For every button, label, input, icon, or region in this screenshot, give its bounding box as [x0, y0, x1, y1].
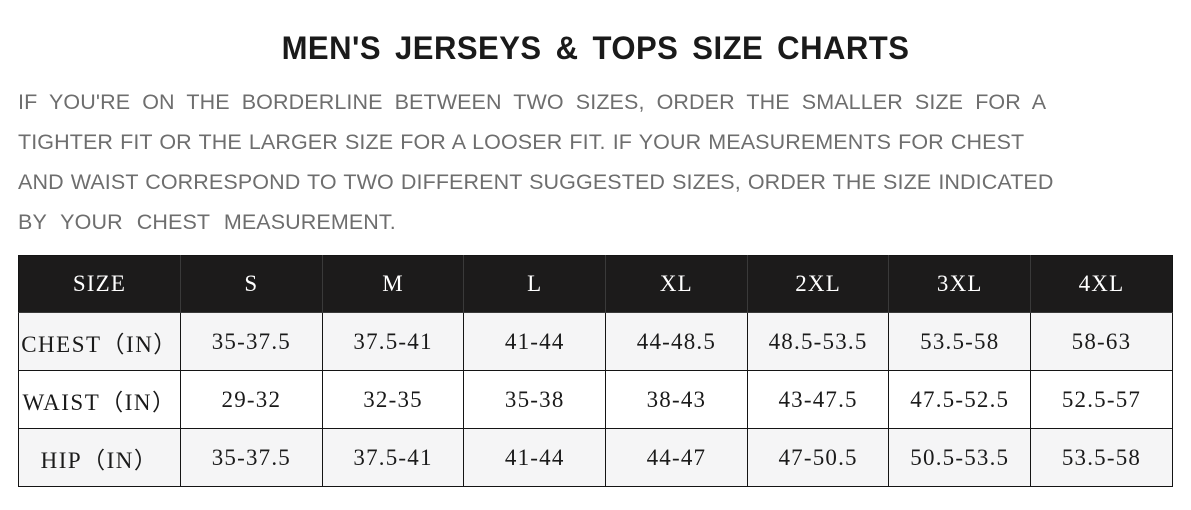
cell-waist-4xl: 52.5-57 — [1030, 370, 1173, 429]
cell-hip-2xl: 47-50.5 — [746, 428, 890, 487]
cell-hip-xl: 44-47 — [605, 428, 748, 487]
table-row-chest: CHEST（IN） 35-37.5 37.5-41 41-44 44-48.5 … — [18, 312, 1173, 371]
cell-hip-l: 41-44 — [463, 428, 607, 487]
column-header-4xl: 4XL — [1030, 255, 1173, 313]
intro-line-4: BY YOUR CHEST MEASUREMENT. — [18, 210, 396, 234]
row-label-hip: HIP（IN） — [18, 428, 181, 487]
column-header-2xl: 2XL — [746, 255, 890, 313]
cell-waist-s: 29-32 — [180, 370, 323, 429]
intro-paragraph: IF YOU'RE ON THE BORDERLINE BETWEEN TWO … — [0, 64, 1191, 242]
table-row-waist: WAIST（IN） 29-32 32-35 35-38 38-43 43-47.… — [18, 370, 1173, 429]
cell-hip-s: 35-37.5 — [180, 428, 323, 487]
cell-hip-3xl: 50.5-53.5 — [888, 428, 1032, 487]
size-chart-table-container: SIZE S M L XL 2XL 3XL 4XL CHEST（IN） 35-3… — [18, 255, 1173, 487]
cell-chest-xl: 44-48.5 — [605, 312, 748, 371]
intro-line-2: TIGHTER FIT OR THE LARGER SIZE FOR A LOO… — [18, 130, 1025, 154]
cell-waist-3xl: 47.5-52.5 — [888, 370, 1032, 429]
row-label-waist: WAIST（IN） — [18, 370, 181, 429]
row-label-chest: CHEST（IN） — [18, 312, 181, 371]
column-header-xl: XL — [605, 255, 748, 313]
cell-chest-2xl: 48.5-53.5 — [746, 312, 890, 371]
column-header-l: L — [463, 255, 607, 313]
cell-waist-2xl: 43-47.5 — [746, 370, 890, 429]
column-header-3xl: 3XL — [888, 255, 1032, 313]
cell-waist-l: 35-38 — [463, 370, 607, 429]
column-header-s: S — [180, 255, 323, 313]
page-title: MEN'S JERSEYS & TOPS SIZE CHARTS — [281, 30, 910, 66]
cell-hip-4xl: 53.5-58 — [1030, 428, 1173, 487]
cell-waist-m: 32-35 — [321, 370, 465, 429]
cell-chest-3xl: 53.5-58 — [888, 312, 1032, 371]
column-header-size: SIZE — [18, 255, 181, 313]
cell-chest-4xl: 58-63 — [1030, 312, 1173, 371]
column-header-m: M — [321, 255, 465, 313]
cell-chest-s: 35-37.5 — [180, 312, 323, 371]
cell-chest-m: 37.5-41 — [321, 312, 465, 371]
cell-hip-m: 37.5-41 — [321, 428, 465, 487]
cell-chest-l: 41-44 — [463, 312, 607, 371]
cell-waist-xl: 38-43 — [605, 370, 748, 429]
table-head: SIZE S M L XL 2XL 3XL 4XL — [18, 255, 1173, 313]
size-chart-table: SIZE S M L XL 2XL 3XL 4XL CHEST（IN） 35-3… — [18, 255, 1173, 487]
table-row-hip: HIP（IN） 35-37.5 37.5-41 41-44 44-47 47-5… — [18, 428, 1173, 487]
intro-line-3: AND WAIST CORRESPOND TO TWO DIFFERENT SU… — [18, 170, 1054, 194]
table-body: CHEST（IN） 35-37.5 37.5-41 41-44 44-48.5 … — [18, 312, 1173, 487]
table-header-row: SIZE S M L XL 2XL 3XL 4XL — [18, 255, 1173, 313]
intro-line-1: IF YOU'RE ON THE BORDERLINE BETWEEN TWO … — [18, 90, 1047, 114]
